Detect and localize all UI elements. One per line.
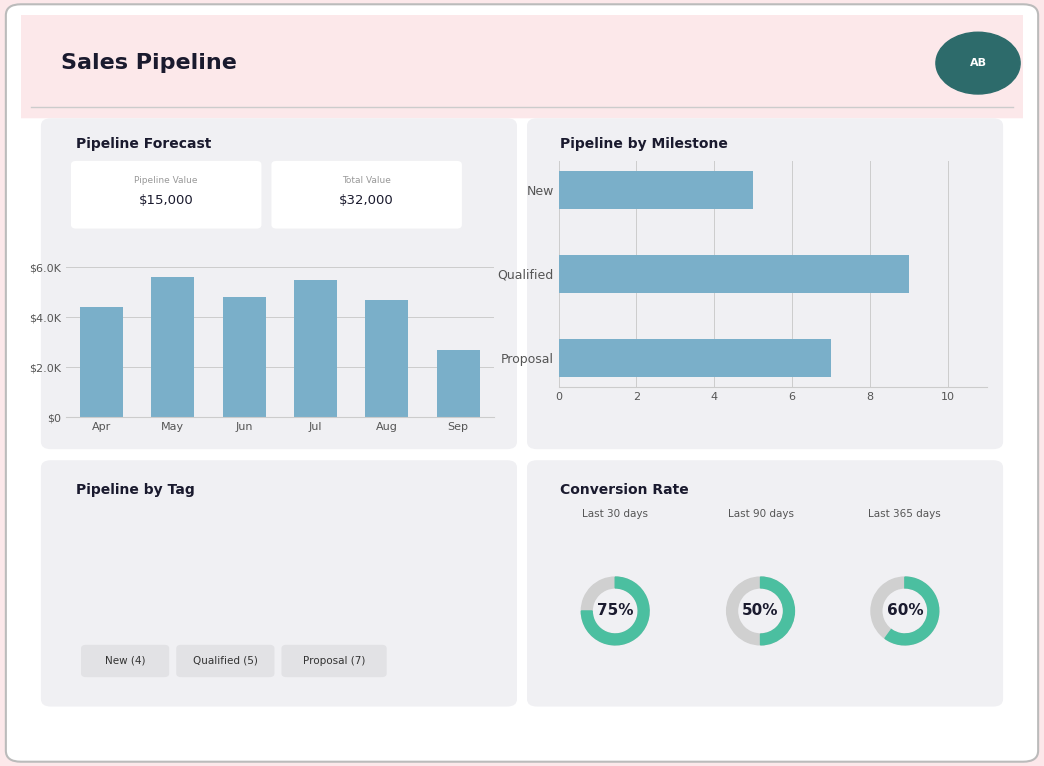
FancyBboxPatch shape (176, 645, 275, 677)
Bar (436, 350, 479, 417)
FancyBboxPatch shape (527, 460, 1003, 706)
Text: 60%: 60% (886, 604, 923, 618)
FancyBboxPatch shape (6, 5, 1038, 118)
Circle shape (935, 32, 1020, 94)
Text: Qualified (5): Qualified (5) (193, 656, 258, 666)
Text: Pipeline Value: Pipeline Value (135, 176, 198, 185)
FancyBboxPatch shape (527, 118, 1003, 449)
Bar (559, 339, 831, 377)
Wedge shape (760, 577, 794, 645)
FancyBboxPatch shape (282, 645, 386, 677)
Text: Proposal (7): Proposal (7) (303, 656, 365, 666)
Bar (365, 300, 408, 417)
Text: AB: AB (970, 58, 987, 68)
Text: New (4): New (4) (104, 656, 145, 666)
Wedge shape (871, 577, 939, 645)
Bar (21, 78, 1023, 107)
Bar (294, 280, 337, 417)
Text: Total Value: Total Value (342, 176, 392, 185)
FancyBboxPatch shape (41, 460, 517, 706)
Text: Last 90 days: Last 90 days (728, 509, 793, 519)
Text: Last 365 days: Last 365 days (869, 509, 942, 519)
FancyBboxPatch shape (6, 5, 1038, 761)
Text: $15,000: $15,000 (139, 194, 193, 207)
Wedge shape (727, 577, 794, 645)
FancyBboxPatch shape (41, 118, 517, 449)
Wedge shape (582, 577, 649, 645)
Text: Sales Pipeline: Sales Pipeline (61, 53, 237, 73)
FancyBboxPatch shape (271, 161, 461, 228)
Bar (559, 255, 908, 293)
Bar (80, 307, 123, 417)
FancyBboxPatch shape (71, 161, 261, 228)
Bar (559, 171, 753, 209)
Bar (151, 277, 194, 417)
Wedge shape (582, 577, 649, 645)
Text: 50%: 50% (742, 604, 779, 618)
Text: Pipeline Forecast: Pipeline Forecast (76, 137, 211, 151)
Text: Last 30 days: Last 30 days (583, 509, 648, 519)
Text: $32,000: $32,000 (339, 194, 394, 207)
Bar (222, 297, 265, 417)
Text: Conversion Rate: Conversion Rate (560, 483, 689, 496)
Wedge shape (885, 577, 939, 645)
Text: 75%: 75% (597, 604, 634, 618)
FancyBboxPatch shape (81, 645, 169, 677)
Text: Pipeline by Tag: Pipeline by Tag (76, 483, 195, 496)
Text: Pipeline by Milestone: Pipeline by Milestone (560, 137, 728, 151)
